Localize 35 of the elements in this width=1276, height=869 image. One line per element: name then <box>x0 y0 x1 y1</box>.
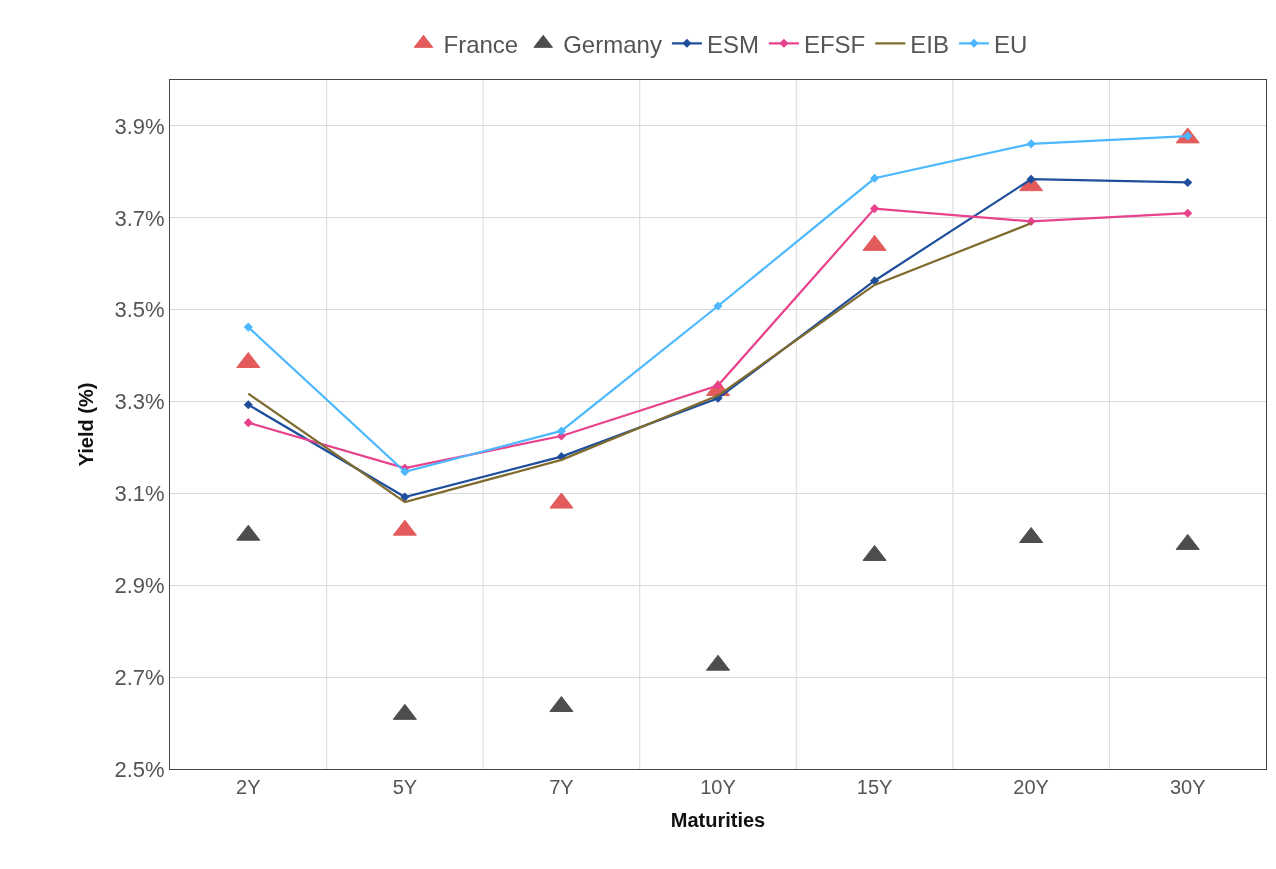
x-tick-label: 10Y <box>700 776 736 798</box>
point <box>556 426 566 436</box>
x-tick-label: 7Y <box>549 776 574 798</box>
x-tick-label: 30Y <box>1169 776 1206 798</box>
y-axis-title: Yield (%) <box>74 382 97 467</box>
x-tick-label: 15Y <box>856 776 893 798</box>
y-tick-label: 2.9% <box>114 572 165 598</box>
legend-label: EU <box>993 30 1028 58</box>
point <box>400 467 410 477</box>
point <box>1183 208 1193 218</box>
legend-label: EIB <box>910 30 949 58</box>
point <box>243 400 253 410</box>
point <box>870 204 880 214</box>
point <box>400 492 410 502</box>
y-tick-label: 2.7% <box>114 664 165 690</box>
point <box>243 322 253 332</box>
x-tick-label: 2Y <box>236 776 261 798</box>
x-tick-label: 20Y <box>1013 776 1049 798</box>
y-tick-label: 3.7% <box>114 205 165 231</box>
y-tick-label: 3.5% <box>114 297 165 323</box>
point <box>1183 177 1193 187</box>
legend-label: ESM <box>706 30 759 58</box>
y-tick-label: 2.5% <box>114 756 165 782</box>
y-tick-label: 3.9% <box>114 113 165 139</box>
point <box>1026 139 1036 149</box>
point <box>713 301 723 311</box>
legend-label: France <box>443 30 519 58</box>
legend-label: EFSF <box>803 30 866 58</box>
point <box>243 418 253 428</box>
x-tick-label: 5Y <box>392 776 418 798</box>
y-tick-label: 3.1% <box>114 481 165 507</box>
y-tick-label: 3.3% <box>114 389 165 415</box>
legend-label: Germany <box>563 30 662 58</box>
point <box>870 173 880 183</box>
x-axis-title: Maturities <box>670 808 766 831</box>
